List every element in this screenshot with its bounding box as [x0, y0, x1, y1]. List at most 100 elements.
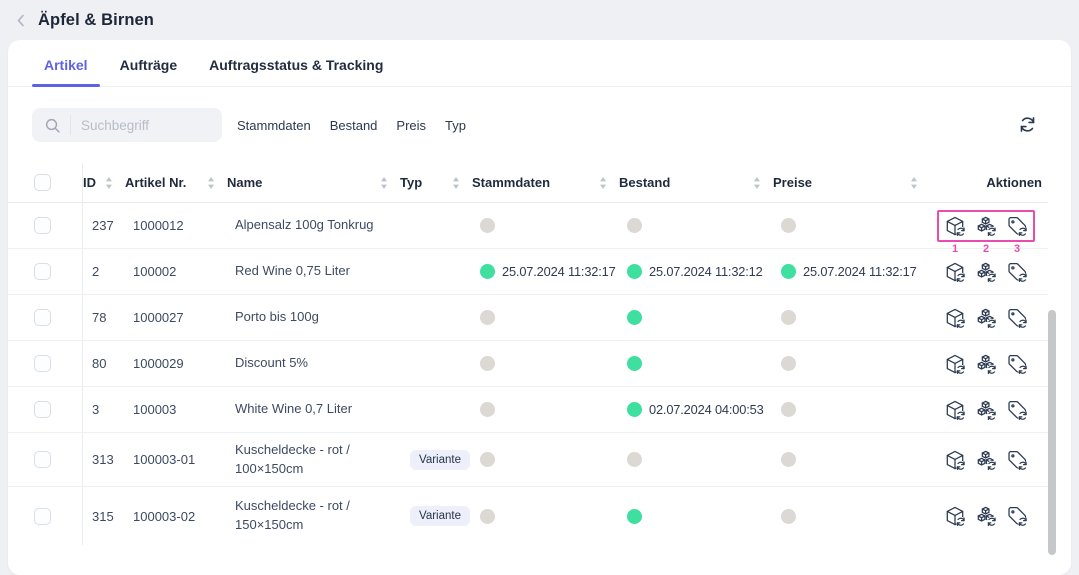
column-header-id[interactable]: ID — [83, 163, 125, 202]
filter-stammdaten[interactable]: Stammdaten — [237, 117, 311, 133]
page-title: Äpfel & Birnen — [38, 10, 154, 29]
status-dot-not_synced — [627, 218, 642, 233]
column-label: Name — [227, 175, 263, 190]
tag-sync-icon — [1006, 399, 1028, 421]
tab-auftragsstatus-tracking[interactable]: Auftragsstatus & Tracking — [197, 57, 395, 86]
cell-checkbox — [8, 203, 83, 248]
sort-icon[interactable] — [105, 176, 113, 189]
table-row: 80 1000029 Discount 5% — [8, 341, 1048, 387]
sort-icon[interactable] — [599, 176, 607, 189]
cell-typ: Variante — [400, 433, 472, 486]
row-checkbox[interactable] — [34, 309, 51, 326]
cell-artikel-nr: 1000029 — [133, 356, 184, 371]
sync-stammdaten-button[interactable] — [944, 449, 966, 471]
search-box[interactable] — [32, 108, 222, 142]
status-dot-synced — [627, 356, 642, 371]
row-checkbox[interactable] — [34, 355, 51, 372]
sync-stammdaten-button[interactable] — [944, 307, 966, 329]
sync-bestand-button[interactable] — [975, 307, 997, 329]
tab-auftrage[interactable]: Aufträge — [108, 57, 190, 86]
sort-icon[interactable] — [380, 176, 388, 189]
sync-bestand-button[interactable] — [975, 449, 997, 471]
filter-bestand[interactable]: Bestand — [329, 117, 378, 133]
search-input[interactable] — [71, 117, 222, 133]
cell-name: Alpensalz 100g Tonkrug — [235, 217, 374, 233]
sort-icon[interactable] — [207, 176, 215, 189]
column-header-typ[interactable]: Typ — [400, 163, 472, 202]
topbar: Äpfel & Birnen — [0, 0, 1079, 40]
cell-typ: Variante — [400, 487, 472, 545]
refresh-button[interactable] — [1018, 115, 1038, 135]
table-row: 237 1000012 Alpensalz 100g Tonkrug 1 2 3 — [8, 203, 1048, 255]
sync-preise-button[interactable] — [1006, 505, 1028, 527]
sync-bestand-button[interactable] — [975, 353, 997, 375]
sync-stammdaten-button[interactable] — [944, 261, 966, 283]
cell-id: 2 — [92, 264, 100, 279]
cube-sync-icon — [944, 215, 966, 237]
row-checkbox[interactable] — [34, 217, 51, 234]
sort-icon[interactable] — [753, 176, 761, 189]
column-header-bestand[interactable]: Bestand — [619, 163, 773, 202]
typ-badge: Variante — [410, 506, 470, 526]
sync-bestand-button[interactable] — [975, 261, 997, 283]
sync-bestand-button[interactable] — [975, 505, 997, 527]
column-header-name[interactable]: Name — [227, 163, 400, 202]
cell-preise: 25.07.2024 11:32:17 — [773, 249, 930, 294]
table-header-row: ID Artikel Nr. Name Typ Stammdaten Bestand Pre… — [8, 163, 1048, 203]
cell-stammdaten — [472, 341, 619, 386]
filter-preis[interactable]: Preis — [396, 117, 427, 133]
filter-list: Stammdaten Bestand Preis Typ — [237, 108, 466, 142]
row-checkbox[interactable] — [34, 451, 51, 468]
row-actions — [944, 353, 1028, 375]
column-header-preise[interactable]: Preise — [773, 163, 930, 202]
sort-icon[interactable] — [910, 176, 918, 189]
vertical-scrollbar[interactable] — [1048, 310, 1056, 555]
cell-name: Porto bis 100g — [235, 309, 319, 325]
status-dot-not_synced — [781, 508, 796, 524]
cube-sync-icon — [944, 505, 966, 527]
toolbar: Stammdaten Bestand Preis Typ — [8, 87, 1071, 163]
row-checkbox[interactable] — [34, 507, 51, 525]
cubes-sync-icon — [975, 261, 997, 283]
sync-preise-button[interactable] — [1006, 215, 1028, 237]
sync-preise-button[interactable] — [1006, 399, 1028, 421]
cell-checkbox — [8, 295, 83, 340]
cell-artikel-nr: 100003-02 — [133, 508, 196, 524]
sync-preise-button[interactable] — [1006, 449, 1028, 471]
refresh-icon — [1020, 117, 1035, 132]
row-checkbox[interactable] — [34, 263, 51, 280]
select-all-checkbox[interactable] — [34, 174, 51, 191]
sync-preise-button[interactable] — [1006, 261, 1028, 283]
status-dot-synced — [627, 508, 642, 524]
sync-preise-button[interactable] — [1006, 307, 1028, 329]
sync-bestand-button[interactable] — [975, 215, 997, 237]
cell-id: 237 — [92, 218, 114, 233]
cube-sync-icon — [944, 399, 966, 421]
filter-typ[interactable]: Typ — [445, 117, 466, 133]
back-button[interactable] — [10, 9, 32, 31]
cell-bestand — [619, 433, 773, 486]
sync-stammdaten-button[interactable] — [944, 505, 966, 527]
sync-bestand-button[interactable] — [975, 399, 997, 421]
sort-icon[interactable] — [452, 176, 460, 189]
table-row: 313 100003-01 Kuscheldecke - rot / 100×150… — [8, 433, 1048, 487]
sync-preise-button[interactable] — [1006, 353, 1028, 375]
tab-artikel[interactable]: Artikel — [32, 57, 100, 87]
column-header-artikel_nr[interactable]: Artikel Nr. — [125, 163, 227, 202]
row-actions — [944, 505, 1028, 527]
column-header-stammdaten[interactable]: Stammdaten — [472, 163, 619, 202]
table-body: 237 1000012 Alpensalz 100g Tonkrug 1 2 3 2 1000… — [8, 203, 1048, 545]
cell-stammdaten — [472, 295, 619, 340]
cell-name: White Wine 0,7 Liter — [235, 401, 353, 417]
sync-stammdaten-button[interactable] — [944, 399, 966, 421]
tab-label: Aufträge — [119, 57, 178, 73]
cell-preise — [773, 203, 930, 248]
cell-bestand: 25.07.2024 11:32:12 — [619, 249, 773, 294]
row-checkbox[interactable] — [34, 401, 51, 418]
sync-stammdaten-button[interactable] — [944, 215, 966, 237]
sync-stammdaten-button[interactable] — [944, 353, 966, 375]
cell-aktionen — [930, 487, 1048, 545]
search-icon — [44, 117, 61, 134]
annotation-numbers: 1 2 3 — [944, 243, 1028, 255]
status-dot-synced — [627, 402, 642, 417]
